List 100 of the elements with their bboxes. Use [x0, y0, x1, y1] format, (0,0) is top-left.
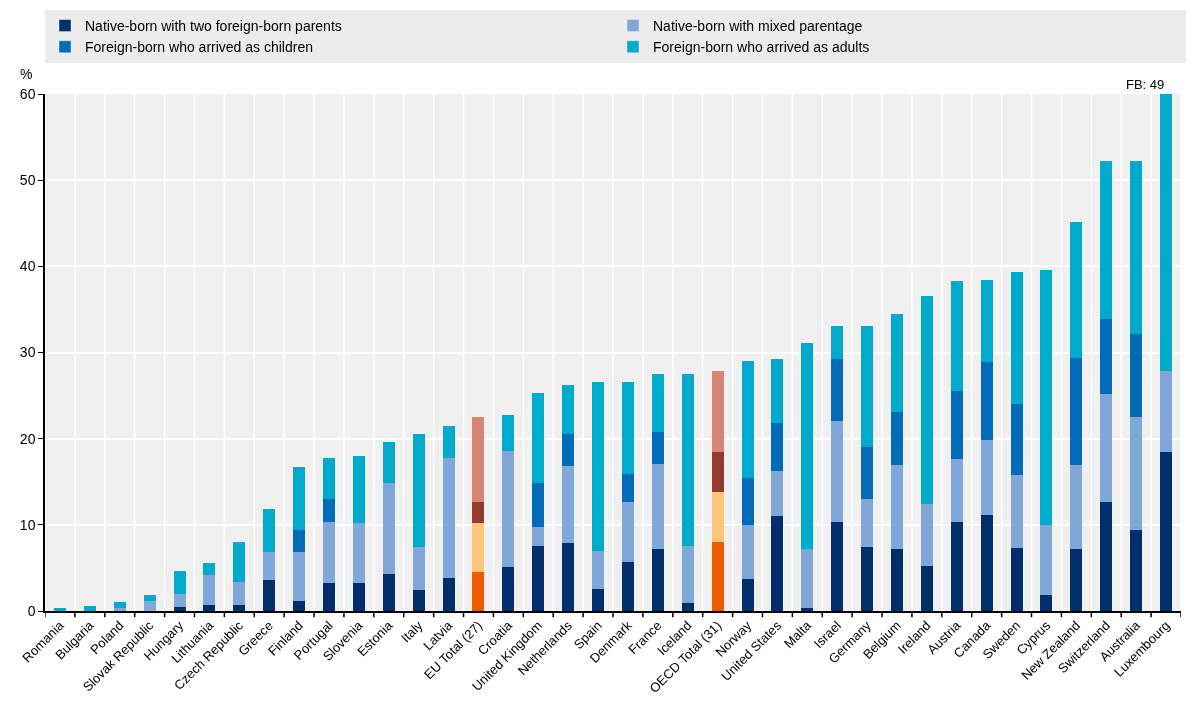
bar	[950, 459, 963, 523]
bar	[801, 608, 814, 611]
bar	[651, 374, 664, 432]
bar	[352, 582, 365, 611]
bar	[502, 414, 515, 451]
bar	[980, 515, 993, 611]
y-axis-title: %	[20, 66, 33, 82]
bar	[1070, 548, 1083, 611]
y-tick-label: 30	[19, 344, 36, 361]
bar	[203, 574, 216, 605]
bar	[831, 420, 844, 523]
bar	[831, 325, 844, 359]
y-tick-label: 40	[19, 258, 36, 275]
bar	[891, 464, 903, 549]
bar	[1160, 371, 1173, 453]
bar	[681, 603, 694, 611]
bar	[891, 411, 903, 465]
bar	[532, 393, 545, 484]
bar	[502, 567, 515, 611]
bar	[143, 600, 156, 611]
bar	[323, 583, 335, 611]
bar	[1040, 594, 1053, 611]
y-tick-label: 60	[19, 85, 36, 102]
bar	[1130, 334, 1143, 418]
bar	[861, 447, 874, 499]
bar	[980, 361, 993, 441]
bar	[412, 433, 425, 548]
bar	[382, 442, 395, 484]
bar	[203, 562, 216, 575]
bar	[1160, 94, 1173, 372]
bar	[173, 606, 186, 611]
bar	[980, 280, 993, 362]
bar	[382, 483, 395, 574]
bar	[352, 455, 365, 524]
y-tick-label: 0	[27, 602, 36, 619]
bar	[1010, 271, 1023, 405]
bar	[711, 370, 724, 452]
bar	[233, 604, 246, 611]
bar	[502, 450, 515, 568]
bar	[412, 590, 425, 611]
bar	[293, 467, 306, 530]
bar	[621, 381, 634, 474]
bar	[173, 593, 186, 607]
bar	[920, 295, 933, 505]
bar	[293, 600, 306, 611]
bar	[592, 381, 605, 551]
bar	[681, 545, 694, 604]
bar	[1070, 464, 1083, 549]
bar	[1100, 393, 1113, 503]
bar	[1040, 524, 1053, 595]
y-tick-label: 20	[19, 430, 36, 447]
bar	[891, 548, 903, 611]
legend-label: Foreign-born who arrived as adults	[653, 39, 870, 56]
bar	[861, 498, 874, 548]
bar	[681, 374, 694, 546]
bar	[831, 522, 844, 611]
bar	[532, 483, 545, 528]
bar	[891, 313, 903, 412]
bar	[412, 547, 425, 591]
bar	[1160, 452, 1173, 611]
bar	[1070, 357, 1083, 465]
bar	[532, 527, 545, 547]
y-tick-label: 10	[19, 516, 36, 533]
bar	[1130, 161, 1143, 335]
bar	[1130, 530, 1143, 611]
bar	[950, 522, 963, 611]
bar	[143, 595, 156, 601]
bar	[1010, 548, 1023, 611]
bar	[532, 546, 545, 611]
bar	[1010, 404, 1023, 475]
bar	[621, 474, 634, 503]
bar	[950, 391, 963, 460]
bar	[442, 578, 455, 611]
bar	[83, 605, 96, 611]
bar	[442, 425, 455, 459]
bar	[1100, 318, 1113, 394]
bar	[771, 359, 784, 424]
bar	[233, 581, 246, 605]
bar	[562, 466, 575, 543]
bar	[920, 504, 933, 567]
legend-label: Native-born with two foreign-born parents	[85, 18, 342, 35]
legend-label: Foreign-born who arrived as children	[85, 39, 313, 56]
bar	[1100, 161, 1113, 319]
bar	[323, 498, 335, 523]
bar	[562, 542, 575, 611]
bar	[621, 561, 634, 611]
legend-label: Native-born with mixed parentage	[653, 18, 863, 35]
bar	[173, 571, 186, 594]
bar	[472, 501, 485, 524]
bar	[831, 358, 844, 421]
bar	[741, 361, 754, 479]
bar	[592, 588, 605, 611]
bar	[651, 431, 664, 464]
bar	[442, 458, 455, 579]
bar	[801, 548, 814, 609]
bar	[562, 433, 575, 467]
bar	[1040, 269, 1053, 525]
bar	[711, 451, 724, 493]
bar	[741, 478, 754, 525]
bar	[711, 492, 724, 543]
